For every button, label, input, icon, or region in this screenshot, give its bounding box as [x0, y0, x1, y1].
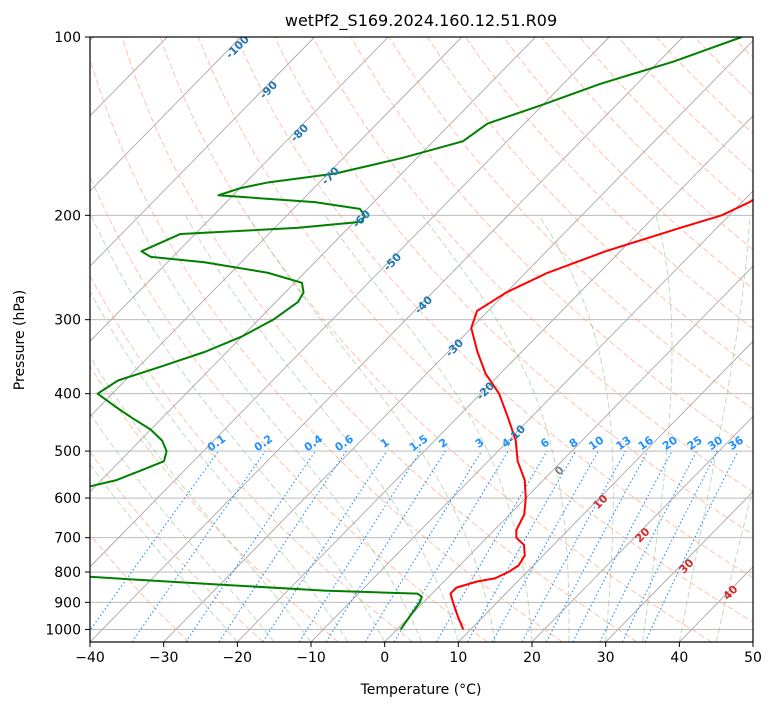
- x-tick-label: −30: [149, 650, 179, 666]
- x-tick-label: 30: [597, 650, 615, 666]
- x-tick-label: 20: [523, 650, 541, 666]
- y-tick-label: 400: [54, 387, 81, 403]
- x-tick-label: 0: [380, 650, 389, 666]
- y-tick-label: 900: [54, 595, 81, 611]
- x-axis-label: Temperature (°C): [360, 682, 482, 698]
- x-tick-label: 50: [744, 650, 762, 666]
- x-tick-label: −10: [296, 650, 326, 666]
- y-axis-label: Pressure (hPa): [12, 290, 28, 390]
- chart-title: wetPf2_S169.2024.160.12.51.R09: [285, 11, 557, 31]
- x-tick-label: −40: [75, 650, 105, 666]
- y-tick-label: 600: [54, 491, 81, 507]
- y-tick-label: 300: [54, 313, 81, 329]
- x-tick-label: 10: [449, 650, 467, 666]
- x-tick-label: −20: [223, 650, 253, 666]
- y-tick-label: 100: [54, 30, 81, 46]
- y-tick-label: 700: [54, 531, 81, 547]
- y-tick-label: 500: [54, 444, 81, 460]
- y-tick-label: 800: [54, 565, 81, 581]
- y-tick-label: 200: [54, 208, 81, 224]
- y-tick-label: 1000: [45, 622, 81, 638]
- x-tick-label: 40: [670, 650, 688, 666]
